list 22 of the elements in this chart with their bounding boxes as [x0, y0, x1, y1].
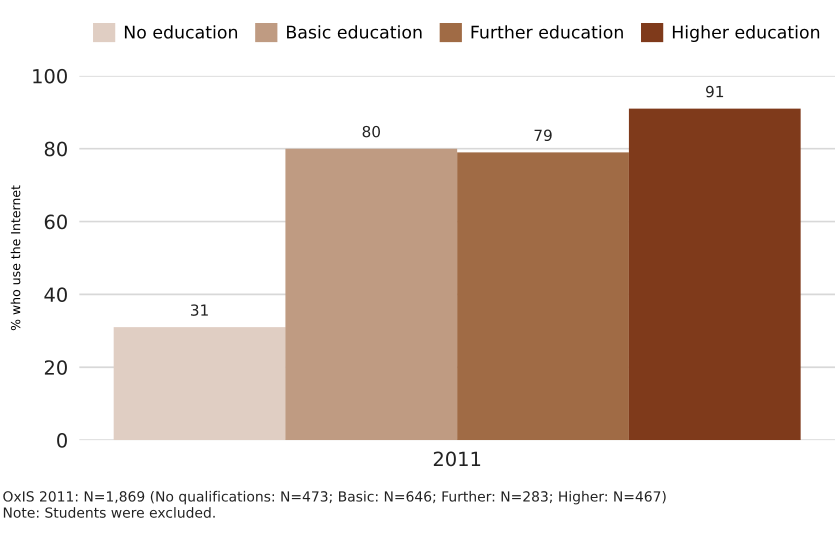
bar — [628, 108, 801, 440]
y-tick-label: 80 — [44, 142, 67, 156]
data-label: 91 — [706, 86, 724, 98]
y-tick-label: 40 — [44, 287, 67, 302]
text: OxIS 2011: N=1,869 (No qualifications: N=473; Basic: N=646; Further: N=283; Higher: N=467) — [3, 490, 666, 504]
legend-label: Further education — [472, 25, 623, 39]
y-tick-label: 20 — [44, 360, 67, 375]
legend-label: Higher education — [672, 25, 820, 42]
y-axis-title: % who use the Internet — [10, 185, 20, 330]
bar — [114, 327, 286, 440]
text: Note: Students were excluded. — [4, 507, 215, 518]
data-label: 79 — [534, 129, 552, 142]
y-tick-label: 100 — [33, 68, 67, 84]
bar — [285, 148, 458, 440]
legend-label: No education — [124, 25, 238, 39]
data-label: 80 — [362, 126, 380, 138]
y-tick-label: 0 — [57, 433, 67, 448]
y-tick-label: 60 — [44, 214, 67, 230]
x-tick-label: 2011 — [434, 452, 480, 466]
bar — [457, 152, 629, 440]
legend-label: Basic education — [287, 25, 422, 39]
data-label: 31 — [190, 304, 208, 316]
